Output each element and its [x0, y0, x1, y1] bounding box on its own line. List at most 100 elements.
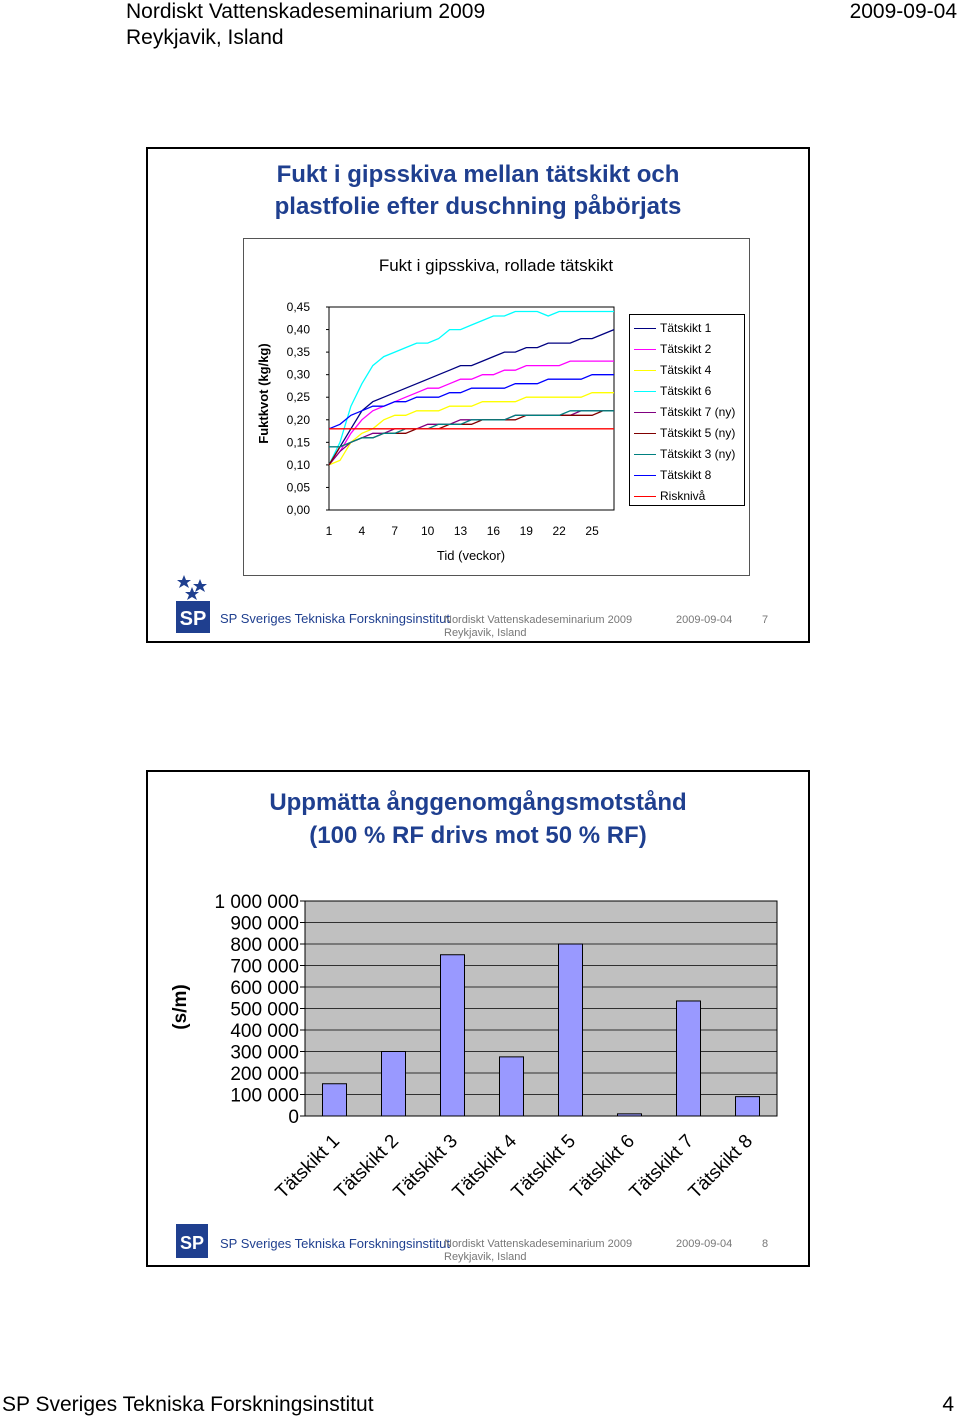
x-tick-label: Tätskikt 3 [390, 1131, 462, 1203]
bar [558, 943, 583, 1117]
bar [440, 954, 465, 1117]
y-tick-label: 0,10 [287, 458, 311, 472]
svg-text:SP: SP [180, 608, 207, 630]
plot-area [328, 306, 615, 511]
y-axis-label: (s/m) [170, 984, 191, 1029]
legend-label: Tätskikt 8 [660, 468, 712, 482]
y-axis-label: Fuktkvot (kg/kg) [256, 343, 271, 443]
y-tick-label: 100 000 [230, 1086, 299, 1107]
x-tick-label: Tätskikt 8 [685, 1131, 757, 1203]
sp-logo-icon: SP [176, 573, 210, 633]
header-date: 2009-09-04 [849, 0, 957, 23]
header-seminar: Nordiskt Vattenskadeseminarium 2009 [126, 0, 486, 23]
slide-7-footer-location: Reykjavik, Island [444, 627, 527, 639]
logo-text: SP Sveriges Tekniska Forskningsinstitut [220, 611, 451, 626]
slide-8-title: Uppmätta ånggenomgångsmotstånd (100 % RF… [148, 786, 808, 852]
bar [617, 1113, 642, 1117]
legend-swatch [634, 370, 656, 371]
x-tick-label: 4 [359, 524, 366, 538]
legend-label: Tätskikt 3 (ny) [660, 447, 736, 461]
slide-8-title-line1: Uppmätta ånggenomgångsmotstånd [269, 789, 687, 816]
series-line [328, 374, 614, 430]
footer-institute: SP Sveriges Tekniska Forskningsinstitut [2, 1393, 374, 1416]
bar [676, 1000, 701, 1117]
y-tick-label: 1 000 000 [214, 892, 299, 913]
y-tick-label: 600 000 [230, 978, 299, 999]
legend-swatch [634, 433, 656, 434]
legend-label: Tätskikt 5 (ny) [660, 426, 736, 440]
slide-8-footer-seminar: Nordiskt Vattenskadeseminarium 2009 [444, 1238, 633, 1250]
slide-7: Fukt i gipsskiva mellan tätskikt och pla… [146, 147, 810, 643]
slide-7-footer-date: 2009-09-04 [676, 614, 733, 626]
legend-label: Tätskikt 7 (ny) [660, 405, 736, 419]
x-tick-label: Tätskikt 5 [508, 1131, 580, 1203]
x-tick-label: 13 [454, 524, 468, 538]
x-tick-label: Tätskikt 6 [567, 1131, 639, 1203]
legend-swatch [634, 496, 656, 497]
y-tick-label: 500 000 [230, 1000, 299, 1021]
slide-8-footer-location: Reykjavik, Island [444, 1251, 527, 1263]
slide-7-title-line2: plastfolie efter duschning påbörjats [274, 193, 682, 220]
slide-7-title: Fukt i gipsskiva mellan tätskikt och pla… [148, 159, 808, 223]
legend-label: Tätskikt 6 [660, 384, 712, 398]
series-line [328, 360, 614, 466]
bar [499, 1056, 524, 1117]
slide-7-page-number: 7 [762, 614, 769, 626]
y-tick-label: 0,30 [287, 368, 311, 382]
y-tick-label: 0,25 [287, 390, 311, 404]
y-tick-label: 200 000 [230, 1064, 299, 1085]
footer-page-number: 4 [942, 1393, 954, 1416]
x-tick-label: 7 [391, 524, 398, 538]
y-tick-label: 900 000 [230, 914, 299, 935]
legend-swatch [634, 412, 656, 413]
bar [381, 1051, 406, 1117]
x-tick-label: Tätskikt 2 [331, 1131, 403, 1203]
slide-8: Uppmätta ånggenomgångsmotstånd (100 % RF… [146, 770, 810, 1267]
y-tick-label: 800 000 [230, 935, 299, 956]
slide-7-title-line1: Fukt i gipsskiva mellan tätskikt och [276, 161, 680, 188]
legend-swatch [634, 475, 656, 476]
x-tick-label: 19 [520, 524, 534, 538]
y-tick-label: 400 000 [230, 1021, 299, 1042]
legend-label: Risknivå [660, 489, 706, 503]
moisture-line-chart: Fukt i gipsskiva, rollade tätskikt 0,45 0,… [256, 256, 615, 563]
slide-8-title-line2: (100 % RF drivs mot 50 % RF) [309, 822, 647, 849]
series-line [328, 310, 614, 466]
y-tick-label: 0,15 [287, 435, 311, 449]
series-line [329, 410, 614, 448]
series-line [328, 392, 614, 466]
y-tick-label: 0,40 [287, 323, 311, 337]
y-tick-label: 300 000 [230, 1043, 299, 1064]
legend-swatch [634, 391, 656, 392]
y-tick-label: 0,20 [287, 413, 311, 427]
slide-8-footer-date: 2009-09-04 [676, 1238, 733, 1250]
slide-8-page-number: 8 [762, 1238, 769, 1250]
logo-text: SP Sveriges Tekniska Forskningsinstitut [220, 1236, 451, 1251]
x-tick-label: 16 [487, 524, 501, 538]
y-tick-label: 700 000 [230, 957, 299, 978]
legend-swatch [634, 328, 656, 329]
chart-legend: Tätskikt 1 Tätskikt 2 Tätskikt 4 Tätskikt 6… [629, 314, 745, 506]
x-tick-label: 10 [421, 524, 435, 538]
x-axis-label: Tid (veckor) [437, 548, 505, 563]
legend-swatch [634, 454, 656, 455]
legend-label: Tätskikt 4 [660, 363, 712, 377]
svg-text:SP: SP [180, 1233, 204, 1253]
y-tick-label: 0,00 [287, 503, 311, 517]
sp-logo-icon: SP [176, 1224, 208, 1258]
y-tick-label: 0,05 [287, 480, 311, 494]
x-tick-label: 25 [585, 524, 599, 538]
chart-title: Fukt i gipsskiva, rollade tätskikt [379, 256, 614, 275]
series-line [328, 328, 615, 466]
legend-label: Tätskikt 2 [660, 342, 712, 356]
x-tick-label: 1 [326, 524, 333, 538]
bar [322, 1083, 347, 1117]
x-tick-label: Tätskikt 7 [626, 1131, 698, 1203]
header-location: Reykjavik, Island [126, 26, 284, 49]
y-tick-label: 0,45 [287, 300, 311, 314]
moisture-chart-frame: Fukt i gipsskiva, rollade tätskikt 0,45 0,… [243, 238, 750, 576]
slide-7-footer-seminar: Nordiskt Vattenskadeseminarium 2009 [444, 614, 633, 626]
legend-label: Tätskikt 1 [660, 321, 712, 335]
bar [735, 1096, 760, 1117]
